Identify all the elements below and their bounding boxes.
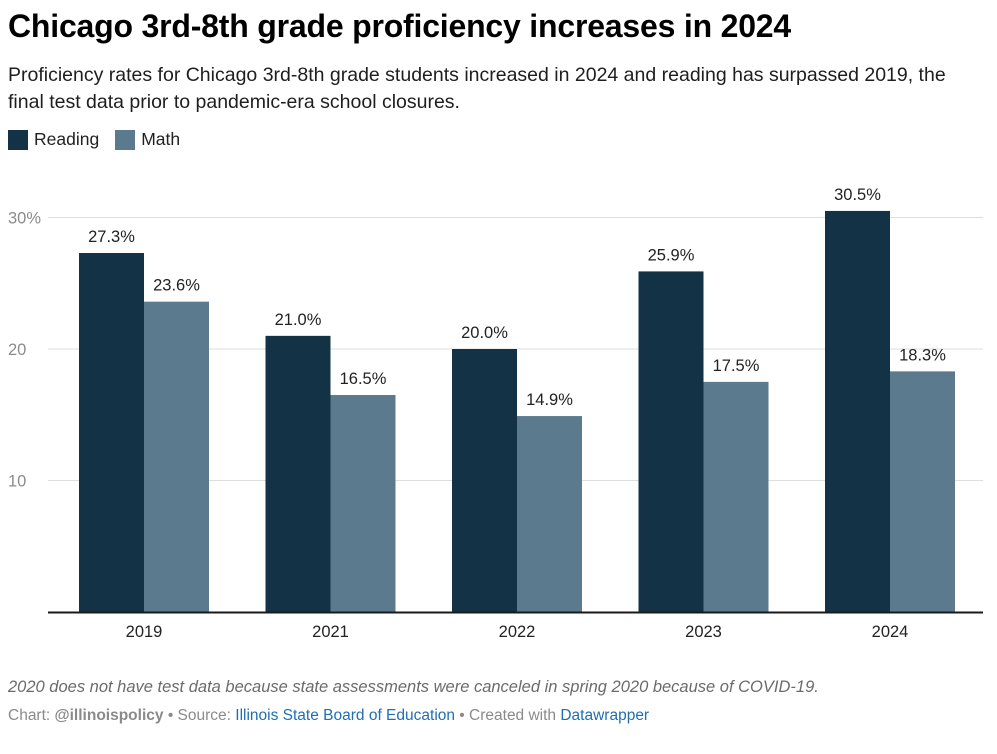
- x-tick-label-2023: 2023: [685, 623, 722, 641]
- x-tick-label-2024: 2024: [872, 623, 909, 641]
- x-tick-label-2021: 2021: [312, 623, 349, 641]
- value-label-reading-2023: 25.9%: [648, 246, 695, 264]
- bar-math-2021: [330, 395, 396, 612]
- bar-reading-2023: [638, 271, 704, 612]
- legend-swatch-math: [115, 129, 136, 150]
- value-label-reading-2024: 30.5%: [834, 186, 881, 204]
- value-label-reading-2022: 20.0%: [461, 324, 508, 342]
- bar-reading-2022: [452, 349, 517, 612]
- footer-chart-prefix: Chart:: [8, 707, 55, 724]
- bar-reading-2019: [79, 253, 144, 612]
- bar-reading-2021: [265, 335, 331, 612]
- bar-chart: 10 20 30% 27.3% 23.6% 2019 21.0% 16.5% 2021 20.0%…: [8, 186, 983, 641]
- value-label-math-2022: 14.9%: [526, 391, 573, 409]
- bar-reading-2024: [825, 210, 890, 613]
- legend-swatch-reading: [8, 129, 28, 150]
- value-label-reading-2021: 21.0%: [275, 311, 322, 329]
- footer-source-prefix: • Source:: [163, 707, 236, 724]
- legend-item-reading: Reading: [8, 129, 99, 150]
- bar-math-2019: [144, 301, 209, 612]
- footer-chart-author: @illinoispolicy: [54, 707, 164, 724]
- chart-footer: Chart: @illinoispolicy • Source: Illinoi…: [8, 707, 649, 725]
- bar-math-2022: [517, 416, 582, 612]
- bar-math-2024: [890, 371, 955, 612]
- value-label-math-2023: 17.5%: [713, 357, 760, 375]
- y-tick-label-10: 10: [8, 473, 26, 491]
- bar-math-2023: [703, 381, 769, 612]
- value-label-math-2024: 18.3%: [899, 346, 946, 364]
- y-tick-label-20: 20: [8, 341, 26, 359]
- x-tick-label-2019: 2019: [126, 623, 163, 641]
- chart-title: Chicago 3rd-8th grade proficiency increa…: [8, 8, 791, 44]
- chart-note: 2020 does not have test data because sta…: [8, 678, 819, 696]
- footer-created-prefix: • Created with: [455, 707, 561, 724]
- value-label-reading-2019: 27.3%: [88, 228, 135, 246]
- legend-label-reading: Reading: [34, 129, 100, 149]
- value-label-math-2019: 23.6%: [153, 277, 200, 295]
- chart-subtitle: Proficiency rates for Chicago 3rd-8th gr…: [8, 64, 946, 113]
- footer-source-link[interactable]: Illinois State Board of Education: [235, 707, 455, 724]
- footer-datawrapper-link[interactable]: Datawrapper: [560, 707, 650, 724]
- legend-item-math: Math: [115, 129, 180, 150]
- value-label-math-2021: 16.5%: [340, 370, 387, 388]
- legend-label-math: Math: [141, 129, 181, 149]
- x-tick-label-2022: 2022: [499, 623, 536, 641]
- y-tick-label-30: 30%: [8, 210, 41, 228]
- legend: Reading Math: [8, 129, 196, 150]
